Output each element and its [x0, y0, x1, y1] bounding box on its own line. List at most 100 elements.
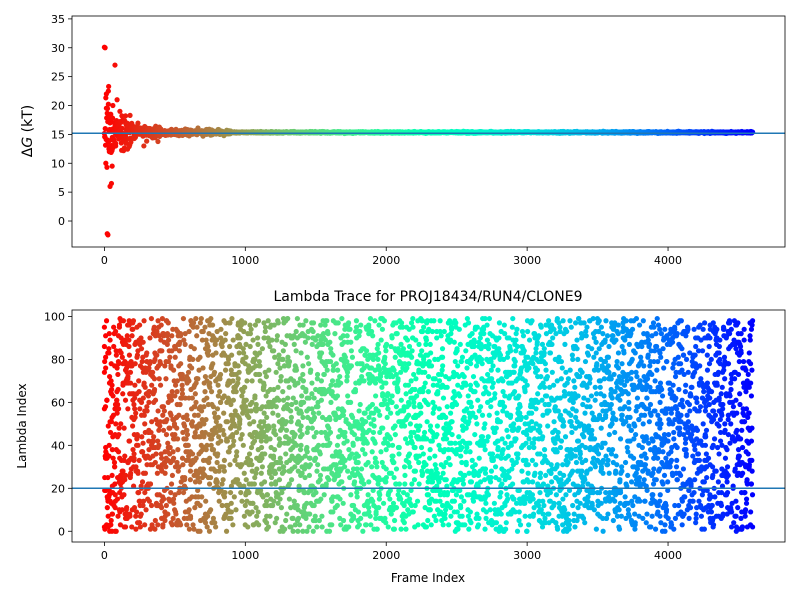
data-point [221, 410, 227, 416]
data-point [140, 440, 146, 446]
data-point [127, 472, 134, 479]
data-point [451, 498, 458, 504]
data-point [348, 399, 354, 405]
data-point [384, 414, 390, 421]
data-point [446, 455, 452, 461]
data-point [108, 517, 114, 524]
data-point [376, 505, 382, 511]
data-point [428, 468, 434, 474]
data-point [223, 528, 230, 534]
data-point [133, 410, 139, 416]
data-point [200, 365, 206, 371]
data-point [302, 474, 308, 481]
data-point [395, 346, 401, 352]
data-point [213, 524, 219, 530]
data-point [115, 401, 121, 408]
data-point [347, 326, 353, 332]
data-point [309, 341, 315, 347]
data-point [134, 434, 140, 440]
data-point [171, 455, 177, 461]
data-point [315, 442, 322, 448]
data-point [387, 496, 393, 502]
data-point [237, 421, 243, 427]
data-point [182, 474, 188, 481]
data-point [393, 466, 400, 472]
data-point [203, 498, 209, 504]
data-point [139, 434, 145, 440]
data-point [372, 440, 378, 446]
data-point [228, 509, 234, 515]
data-point [240, 442, 246, 448]
data-point [193, 399, 199, 405]
data-point [265, 524, 271, 530]
data-point [290, 395, 296, 401]
data-point [315, 462, 321, 468]
data-point [133, 513, 139, 519]
x-tick-label: 3000 [513, 254, 541, 267]
data-point [410, 324, 416, 330]
data-point [153, 451, 159, 457]
data-point [309, 380, 315, 386]
data-point [114, 97, 120, 103]
data-point [318, 496, 324, 502]
data-point [292, 431, 298, 438]
data-point [242, 320, 248, 326]
data-point [347, 474, 353, 481]
data-point [392, 423, 398, 429]
data-point [152, 459, 158, 466]
data-point [253, 401, 259, 408]
data-point [217, 389, 223, 395]
data-point [174, 389, 180, 395]
data-point [255, 509, 261, 515]
data-point [418, 444, 425, 451]
data-point [409, 481, 415, 487]
data-point [154, 352, 160, 358]
data-point [170, 515, 176, 521]
data-point [257, 363, 263, 369]
data-point [131, 451, 137, 457]
data-point [121, 524, 127, 530]
data-point [303, 389, 309, 395]
data-point [270, 410, 276, 416]
data-point [337, 373, 343, 380]
data-point [273, 404, 279, 410]
data-point [280, 356, 286, 363]
data-point [439, 346, 446, 352]
data-point [401, 464, 408, 470]
data-point [235, 363, 241, 369]
data-point [305, 335, 311, 341]
data-point [391, 517, 398, 524]
data-point [115, 371, 121, 378]
data-point [127, 369, 134, 375]
data-point [387, 410, 394, 416]
data-point [427, 341, 433, 347]
data-point [221, 468, 227, 474]
x-tick-label: 4000 [654, 254, 682, 267]
data-point [235, 376, 241, 382]
data-point [394, 386, 400, 393]
data-point [406, 412, 412, 418]
data-point [381, 464, 387, 470]
data-point [366, 505, 372, 511]
data-point [193, 455, 199, 461]
data-point [383, 348, 389, 354]
data-point [284, 511, 290, 517]
data-point [362, 451, 368, 457]
data-point [106, 331, 112, 337]
data-point [122, 453, 128, 459]
data-point [332, 331, 338, 337]
data-point [246, 414, 252, 421]
data-point [174, 436, 181, 442]
data-point [217, 371, 224, 378]
data-point [173, 511, 179, 517]
data-point [335, 320, 341, 326]
data-point [374, 464, 380, 470]
data-point [324, 318, 330, 324]
data-point [202, 324, 208, 330]
data-point [316, 410, 322, 416]
data-point [356, 333, 362, 339]
data-point [298, 442, 304, 448]
data-point [414, 498, 421, 504]
data-point [378, 449, 384, 455]
data-point [403, 391, 409, 397]
